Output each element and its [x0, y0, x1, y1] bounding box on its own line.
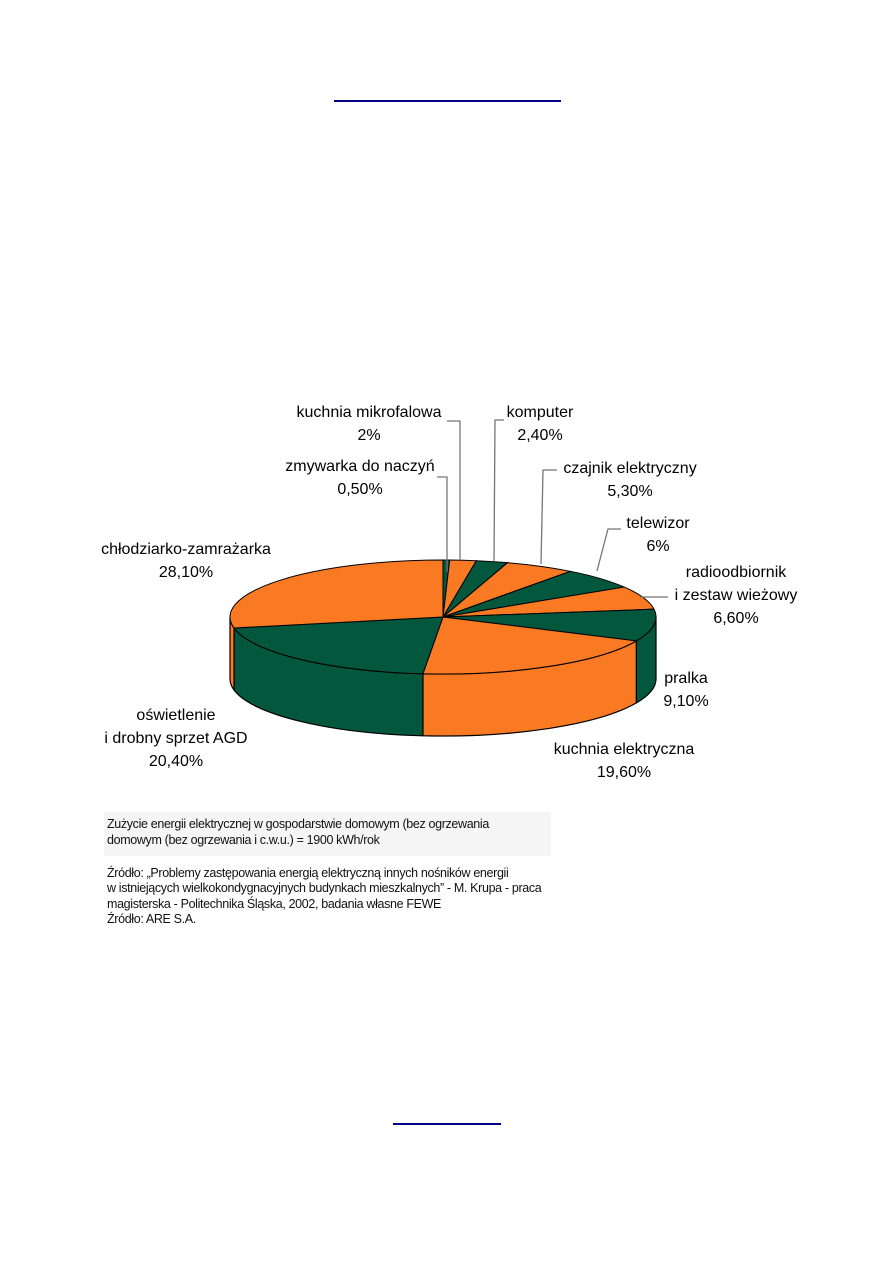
- slice-label-4: telewizor 6%: [498, 512, 818, 558]
- caption-box: Zużycie energii elektrycznej w gospodars…: [104, 812, 551, 856]
- slice-label-0-line-0: zmywarka do naczyń: [285, 458, 435, 475]
- source-line-3: magisterska - Politechnika Śląska, 2002,…: [107, 896, 442, 911]
- slice-value-2: 2,40%: [517, 427, 563, 444]
- slice-label-7: kuchnia elektryczna 19,60%: [464, 738, 784, 784]
- slice-value-4: 6%: [646, 538, 670, 555]
- slice-label-4-line-0: telewizor: [626, 515, 690, 532]
- slice-value-6: 9,10%: [663, 693, 709, 710]
- slice-label-5-line-1: i zestaw wieżowy: [674, 587, 798, 604]
- slice-label-6-line-0: pralka: [664, 670, 708, 687]
- slice-label-5-line-0: radioodbiornik: [685, 564, 787, 581]
- slice-label-3-line-0: czajnik elektryczny: [563, 460, 697, 477]
- source-line-4: Źródło: ARE S.A.: [107, 911, 196, 926]
- slice-label-0: zmywarka do naczyń 0,50%: [200, 455, 520, 501]
- source-line-1: Źródło: „Problemy zastępowania energią e…: [107, 866, 509, 880]
- leader-line-4: [596, 528, 621, 572]
- slice-label-2: komputer 2,40%: [380, 401, 700, 447]
- slice-value-9: 28,10%: [158, 564, 214, 581]
- slice-label-5: radioodbiornik i zestaw wieżowy 6,60%: [576, 561, 893, 630]
- slice-value-5: 6,60%: [713, 610, 759, 627]
- caption-line-1: Zużycie energii elektrycznej w gospodars…: [107, 817, 489, 831]
- slice-label-3: czajnik elektryczny 5,30%: [470, 457, 790, 503]
- source-block: Źródło: „Problemy zastępowania energią e…: [107, 866, 577, 927]
- slice-label-6: pralka 9,10%: [526, 667, 846, 713]
- pie-slice-7: [422, 616, 637, 675]
- slice-label-1-line-0: kuchnia mikrofalowa: [296, 404, 442, 421]
- source-line-2: w istniejących wielkokondygnacyjnych bud…: [107, 881, 542, 896]
- footer-rule: [393, 1123, 501, 1125]
- leader-line-2: [493, 419, 504, 562]
- pie-slice-8: [233, 616, 444, 675]
- leader-line-0: [437, 476, 448, 572]
- slice-value-0: 0,50%: [337, 481, 383, 498]
- slice-value-7: 19,60%: [596, 764, 652, 781]
- leader-line-3: [540, 469, 557, 565]
- slice-label-9: chłodziarko-zamrażarka 28,10%: [26, 538, 346, 584]
- slice-value-1: 2%: [357, 427, 381, 444]
- slice-label-8-line-0: oświetlenie: [136, 707, 216, 724]
- leader-line-1: [447, 420, 461, 560]
- pie-slice-9: [229, 559, 444, 629]
- slice-label-8-line-1: i drobny sprzet AGD: [104, 730, 248, 747]
- slice-label-9-line-0: chłodziarko-zamrażarka: [101, 541, 271, 558]
- slice-label-1: kuchnia mikrofalowa 2%: [209, 401, 529, 447]
- slice-label-7-line-0: kuchnia elektryczna: [553, 741, 695, 758]
- slice-label-2-line-0: komputer: [506, 404, 574, 421]
- slice-value-8: 20,40%: [148, 753, 204, 770]
- caption-line-2: domowym (bez ogrzewania i c.w.u.) = 1900…: [107, 832, 380, 847]
- header-rule: [334, 100, 561, 102]
- slice-label-8: oświetlenie i drobny sprzet AGD 20,40%: [16, 704, 336, 773]
- slice-value-3: 5,30%: [607, 483, 653, 500]
- pie-slice-6: [442, 608, 657, 642]
